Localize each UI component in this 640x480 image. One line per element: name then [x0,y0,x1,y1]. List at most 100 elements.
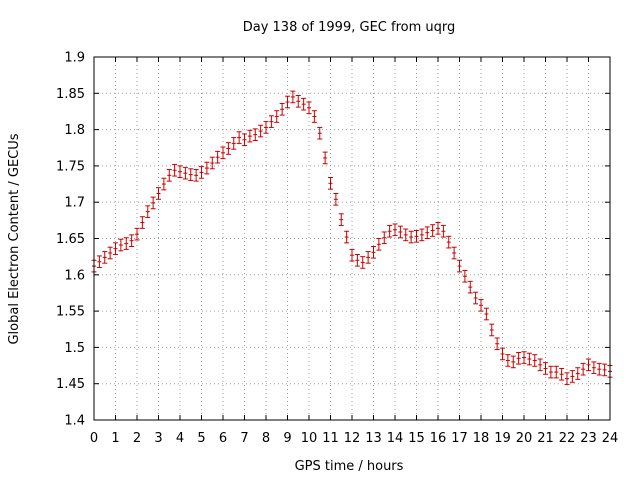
data-point [575,367,581,380]
data-point [408,230,414,244]
x-tick-label: 2 [133,431,141,446]
data-point [537,358,543,372]
x-tick-label: 7 [240,431,248,446]
data-point [263,121,269,134]
data-layer [91,90,613,385]
data-point [209,156,215,170]
data-point [225,142,231,155]
data-point [123,237,129,250]
data-point [129,234,135,247]
data-point [322,151,328,165]
data-point [333,192,339,206]
data-point [306,101,312,115]
data-point [274,110,280,123]
data-point [494,337,500,351]
data-point [215,150,221,164]
data-point [376,238,382,251]
data-point [344,230,350,244]
y-tick-label: 1.5 [64,341,85,356]
data-point [301,97,307,111]
data-point [569,370,575,383]
x-tick-label: 14 [387,431,404,446]
data-point [172,163,178,177]
data-point [381,231,387,245]
data-point [532,354,538,367]
data-point [107,246,113,260]
data-point [478,298,484,312]
data-point [145,205,151,218]
data-point [338,213,344,226]
data-point [354,253,360,267]
data-point [199,166,204,179]
chart-title: Day 138 of 1999, GEC from uqrg [243,20,456,35]
data-point [371,245,376,259]
data-point [580,362,586,376]
x-tick-label: 23 [580,431,597,446]
y-tick-label: 1.7 [64,196,85,211]
x-tick-label: 6 [219,431,227,446]
data-point [182,166,188,180]
data-point [446,235,452,249]
data-point [317,126,323,140]
data-point [543,362,548,375]
data-point [505,354,511,367]
x-tick-label: 5 [197,431,205,446]
x-tick-label: 12 [344,431,361,446]
x-tick-label: 21 [537,431,554,446]
x-tick-label: 18 [473,431,490,446]
data-point [290,90,296,104]
data-point [564,372,570,385]
x-tick-label: 4 [176,431,184,446]
y-tick-label: 1.85 [56,87,85,102]
data-point [150,196,156,210]
data-point [516,351,522,365]
data-point [134,227,140,241]
data-point [403,228,409,242]
x-tick-label: 8 [262,431,270,446]
x-tick-label: 16 [430,431,447,446]
data-point [328,177,333,190]
data-point [489,323,495,337]
data-point [231,137,237,150]
data-point [285,95,290,109]
data-point [242,133,247,147]
x-tick-label: 13 [365,431,382,446]
tick-layer: 0 1 2 3 4 5 6 7 8 9 10 11 12 13 14 15 16 17 18 19 20 21 22 23 24… [56,51,618,447]
data-point [156,187,161,200]
data-point [435,222,441,235]
x-axis-label: GPS time / hours [295,459,404,474]
data-point [311,110,317,123]
y-tick-label: 1.4 [64,414,85,429]
data-point [258,124,264,138]
data-point [118,238,124,252]
data-point [193,169,199,182]
data-point [387,224,393,238]
data-point [161,177,167,191]
data-point [500,347,505,361]
data-point [553,365,559,379]
data-point [220,146,226,160]
data-point [268,115,274,128]
data-point [473,291,479,305]
data-point [451,246,457,260]
data-point [236,131,242,144]
data-point [596,362,602,376]
grid-layer [94,57,610,420]
data-point [177,165,183,179]
x-tick-label: 9 [283,431,291,446]
x-tick-label: 22 [559,431,576,446]
data-point [279,102,285,116]
y-axis-label: Global Electron Content / GECUs [7,133,22,344]
data-point [204,161,210,175]
x-tick-label: 0 [90,431,98,446]
data-point [247,129,253,143]
data-point [510,355,516,369]
x-tick-label: 11 [322,431,339,446]
data-point [586,358,591,372]
data-point [526,352,532,366]
data-point [392,223,398,237]
data-point [430,224,436,237]
data-point [467,280,473,294]
